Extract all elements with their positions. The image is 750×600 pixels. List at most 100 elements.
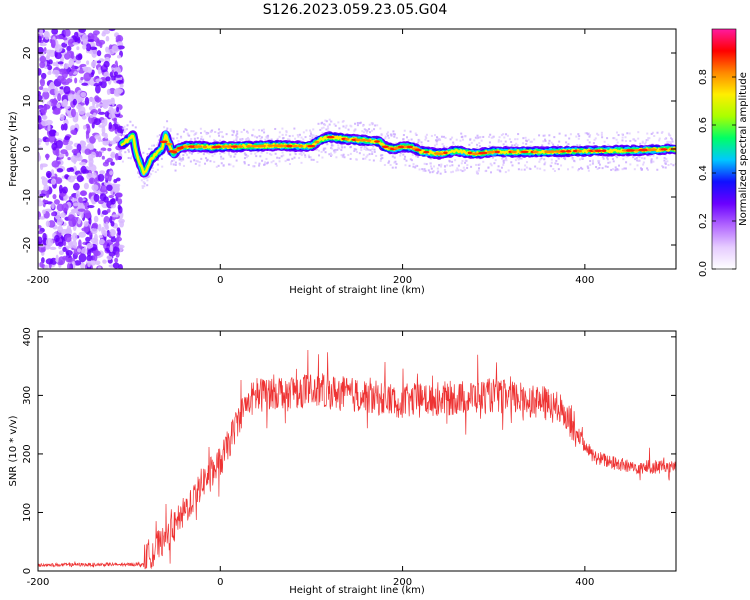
spectral-speck [424, 135, 427, 138]
spectral-speck [145, 176, 148, 179]
noise-cell [80, 140, 87, 147]
noise-cell [44, 264, 49, 269]
spectral-speck [421, 144, 424, 147]
spectral-speck [253, 135, 256, 138]
spectral-speck [264, 161, 267, 164]
colorbar-tick-label: 0.0 [698, 261, 709, 277]
spectral-speck [229, 163, 232, 166]
snr-x-axis-label: Height of straight line (km) [289, 585, 425, 596]
spectral-speck [275, 164, 278, 167]
spectral-speck [324, 119, 327, 122]
spectral-speck [170, 161, 173, 164]
spectral-speck [455, 169, 458, 172]
spectral-speck [141, 185, 144, 188]
spectral-speck [211, 154, 214, 157]
spectral-speck [367, 148, 370, 151]
noise-cell [45, 138, 51, 143]
spectral-speck [176, 133, 179, 136]
spectral-speck [420, 141, 423, 144]
spectral-speck [353, 130, 356, 133]
spectral-speck [409, 130, 412, 133]
spectral-speck [246, 136, 249, 139]
noise-cell [103, 196, 109, 203]
spectral-speck [529, 168, 532, 171]
spectral-speck [365, 148, 368, 151]
noise-cell [59, 113, 65, 121]
spectral-speck [386, 134, 389, 137]
noise-cell [113, 71, 118, 76]
ridge-peak [366, 139, 372, 142]
spectral-speck [637, 131, 640, 134]
noise-cell [101, 210, 109, 216]
ridge-peak [436, 152, 444, 155]
ridge-peak [549, 150, 555, 153]
spectral-speck [374, 124, 377, 127]
noise-cell [41, 120, 49, 127]
spectral-speck [653, 134, 656, 137]
noise-cell [68, 59, 75, 67]
spectral-speck [205, 133, 208, 136]
spectral-speck [636, 164, 639, 167]
spectral-speck [581, 157, 584, 160]
spectral-speck [134, 126, 137, 129]
spectral-speck [362, 131, 365, 134]
spectral-speck [662, 166, 665, 169]
ridge-peak [576, 149, 583, 153]
noise-cell [38, 236, 43, 245]
ridge-peak [165, 142, 173, 146]
x-tick-label: 0 [217, 275, 223, 286]
spectral-speck [394, 166, 397, 169]
spectral-speck [369, 149, 372, 152]
spectral-speck [584, 132, 587, 135]
spectral-speck [274, 152, 277, 155]
spectral-speck [123, 125, 126, 128]
spectral-speck [298, 156, 301, 159]
spectral-speck [415, 155, 418, 158]
spectral-speck [451, 136, 454, 139]
spectral-speck [214, 139, 217, 142]
spectral-speck [375, 154, 378, 157]
noise-cell [70, 155, 78, 163]
spectral-speck [263, 163, 266, 166]
spectral-speck [477, 169, 480, 172]
noise-cell [38, 230, 44, 235]
spectral-speck [371, 151, 374, 154]
noise-cell [38, 196, 41, 203]
noise-cell [56, 168, 64, 173]
spectral-speck [395, 142, 398, 145]
spectral-speck [442, 145, 445, 148]
spectral-speck [608, 144, 611, 147]
spectral-speck [188, 134, 191, 137]
spectral-speck [202, 153, 205, 156]
spectral-speck [477, 136, 480, 139]
noise-cell [60, 149, 68, 155]
spectral-speck [170, 163, 173, 166]
spectral-speck [418, 168, 421, 171]
spectral-speck [461, 170, 464, 173]
spectral-speck [300, 136, 303, 139]
noise-cell [90, 61, 97, 68]
spectral-speck [232, 165, 235, 168]
spectrogram-y-axis-label: Frequency (Hz) [8, 111, 19, 187]
noise-cell [97, 60, 102, 64]
spectral-speck [320, 150, 323, 153]
noise-cell [45, 258, 54, 265]
spectral-speck [381, 154, 384, 157]
noise-cell [39, 61, 46, 69]
noise-cell [86, 112, 91, 117]
spectral-speck [449, 164, 452, 167]
noise-cell [85, 212, 91, 219]
spectral-speck [270, 161, 273, 164]
spectral-speck [154, 171, 157, 174]
spectral-speck [461, 160, 464, 163]
spectral-speck [637, 137, 640, 140]
spectral-speck [334, 148, 337, 151]
spectral-speck [190, 137, 193, 140]
spectral-speck [298, 153, 301, 156]
noise-cell [50, 176, 58, 180]
spectral-speck [281, 127, 284, 130]
spectral-speck [220, 162, 223, 165]
spectral-speck [464, 135, 467, 138]
ridge-peak [159, 140, 168, 144]
spectral-speck [202, 138, 205, 141]
